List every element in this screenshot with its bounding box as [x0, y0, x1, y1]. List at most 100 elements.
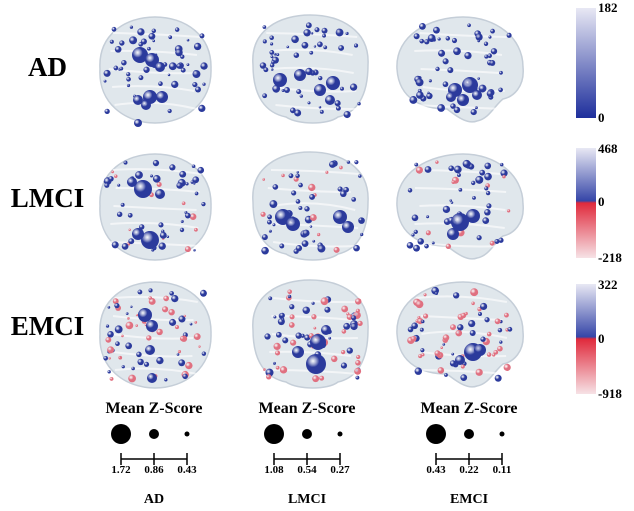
colorbar-gradient [576, 148, 596, 258]
row-label-lmci: LMCI [10, 183, 85, 213]
brain-node [507, 209, 511, 213]
brain-node [310, 334, 326, 350]
brain-node [134, 180, 152, 198]
brain-node [472, 90, 482, 100]
brain-node [273, 342, 281, 351]
brain-node [131, 366, 135, 371]
brain-node [333, 210, 347, 224]
brain-node [179, 170, 187, 178]
brain-node [120, 202, 125, 207]
brain-node [334, 100, 341, 107]
brain-node [275, 331, 282, 338]
colorbar-emci-zero: 0 [598, 331, 605, 346]
brain-node [262, 178, 266, 181]
brain-node [193, 333, 201, 341]
brain-node [326, 76, 340, 90]
brain-node [168, 35, 173, 40]
colorbar-lmci-max: 468 [598, 141, 618, 156]
brain-node [482, 217, 490, 225]
brain-node [289, 314, 295, 320]
brain-node [167, 73, 171, 77]
legend-circle-large [264, 424, 284, 444]
brain-node [413, 229, 418, 234]
brain-node [175, 48, 183, 57]
legend-title: Mean Z-Score [258, 400, 356, 417]
brain-node [456, 173, 461, 178]
brain-node [351, 197, 357, 202]
legend-tick-label: 1.72 [111, 464, 131, 476]
brain-node [419, 327, 424, 332]
brain-node [445, 36, 451, 41]
brain-node [464, 51, 472, 60]
brain-node [345, 31, 349, 36]
brain-node [139, 224, 145, 230]
brain-node [186, 38, 190, 42]
brain-node [442, 334, 450, 341]
brain-node [485, 190, 491, 196]
brain-node [169, 318, 177, 326]
brain-node [416, 91, 424, 99]
brain-emci-coronal [252, 279, 369, 389]
brain-node [499, 340, 503, 344]
brain-node [415, 300, 424, 309]
brain-node [118, 356, 122, 359]
brain-node [279, 312, 285, 319]
brain-node [279, 243, 285, 249]
brain-node [282, 337, 289, 344]
brain-node [489, 240, 495, 246]
brain-node [318, 105, 322, 109]
legend-circle-medium [464, 429, 474, 439]
brain-node [311, 314, 317, 320]
brain-node [152, 39, 156, 43]
brain-node [354, 367, 362, 375]
brain-node [354, 43, 359, 48]
brain-node [201, 202, 206, 207]
brain-node [104, 182, 110, 188]
brain-node [407, 188, 413, 193]
brain-node [109, 377, 114, 381]
brain-node [453, 47, 461, 56]
legend-tick-label: 0.43 [426, 464, 446, 476]
brain-node [341, 305, 349, 313]
brain-node [192, 70, 201, 79]
brain-node [269, 35, 274, 40]
brain-node [328, 160, 336, 168]
brain-node [424, 39, 430, 45]
brain-node [128, 238, 135, 245]
brain-node [109, 39, 114, 44]
brain-node [475, 368, 483, 376]
brain-node [111, 170, 114, 174]
brain-node [155, 189, 165, 199]
brain-node [437, 367, 445, 374]
brain-node [442, 343, 446, 346]
brain-node [146, 320, 158, 332]
brain-node [453, 106, 461, 114]
brain-node [168, 62, 177, 71]
brain-node [186, 63, 190, 67]
brain-node [179, 227, 185, 233]
brain-node [357, 102, 361, 106]
row-label-ad: AD [28, 52, 67, 82]
brain-node [201, 351, 207, 356]
brain-node [488, 35, 492, 39]
brain-node [189, 213, 197, 220]
brain-node [419, 38, 425, 44]
brain-node [353, 244, 360, 252]
colorbar-gradient [576, 8, 596, 118]
brain-node [167, 108, 172, 114]
brain-node [420, 348, 425, 353]
brain-node [346, 160, 351, 164]
brain-node [355, 375, 360, 380]
brain-node [437, 104, 446, 112]
brain-node [269, 50, 275, 55]
brain-node [181, 201, 186, 206]
colorbar-lmci [576, 148, 596, 258]
brain-node [180, 67, 186, 73]
brain-node [146, 335, 152, 341]
brain-node [311, 301, 315, 305]
brain-node [145, 53, 159, 67]
legend-group-label: AD [143, 492, 165, 507]
brain-node [314, 84, 326, 96]
brain-node [105, 336, 112, 343]
brain-node [286, 45, 290, 49]
